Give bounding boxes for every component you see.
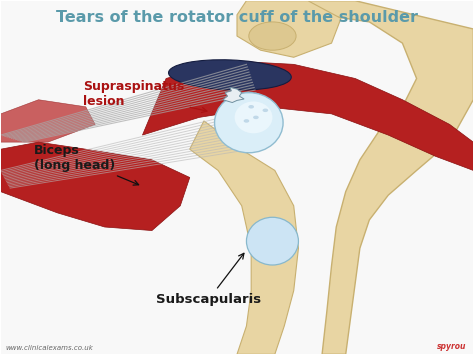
Ellipse shape — [246, 217, 299, 265]
Text: Tears of the rotator cuff of the shoulder: Tears of the rotator cuff of the shoulde… — [56, 10, 418, 24]
Polygon shape — [143, 61, 474, 170]
Ellipse shape — [215, 93, 283, 153]
Text: Subscapularis: Subscapularis — [156, 253, 261, 306]
Polygon shape — [0, 142, 190, 230]
Text: spyrou: spyrou — [437, 342, 466, 351]
Ellipse shape — [244, 119, 249, 123]
Text: www.clinicalexams.co.uk: www.clinicalexams.co.uk — [5, 345, 93, 351]
Ellipse shape — [263, 109, 268, 112]
Polygon shape — [294, 1, 474, 354]
Polygon shape — [237, 1, 341, 57]
Ellipse shape — [248, 105, 254, 109]
Ellipse shape — [235, 102, 273, 133]
Polygon shape — [223, 87, 244, 103]
Text: Supraspinatus
lesion: Supraspinatus lesion — [83, 80, 207, 113]
Text: Biceps
(long head): Biceps (long head) — [34, 144, 138, 185]
Polygon shape — [0, 100, 95, 142]
Polygon shape — [190, 121, 299, 354]
Ellipse shape — [169, 60, 292, 90]
Ellipse shape — [253, 116, 259, 119]
Ellipse shape — [249, 22, 296, 50]
